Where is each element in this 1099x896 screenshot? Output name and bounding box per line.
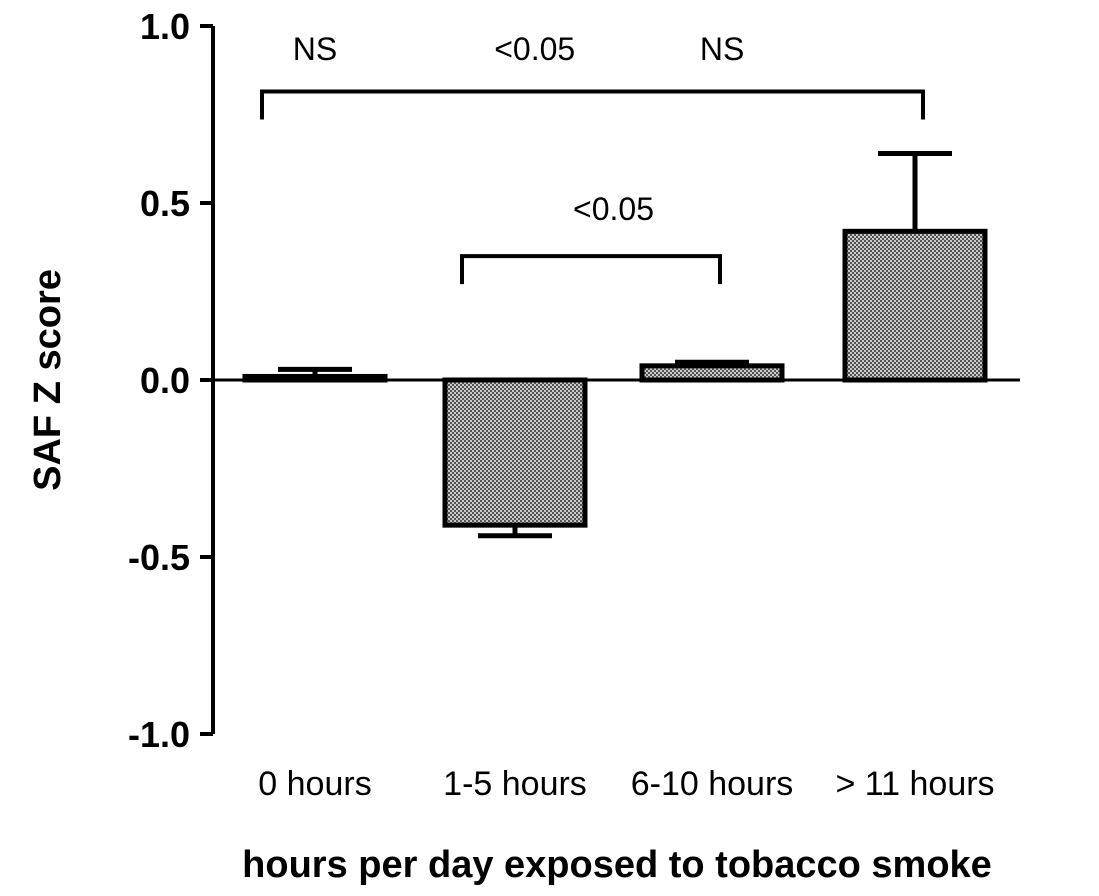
y-tick-label: 0.5 [140, 183, 190, 224]
y-axis-label: SAF Z score [27, 269, 69, 491]
bar [842, 228, 988, 383]
category-label: > 11 hours [835, 765, 994, 803]
significance-label: <0.05 [494, 31, 575, 67]
bar [242, 373, 388, 383]
x-axis-label: hours per day exposed to tobacco smoke [242, 844, 992, 886]
bar [442, 377, 588, 528]
significance-bracket [260, 89, 925, 120]
category-label: 1-5 hours [443, 765, 587, 803]
y-tick-label: -1.0 [128, 714, 190, 755]
significance-label: <0.05 [573, 191, 654, 227]
significance-bracket [460, 254, 722, 285]
bar [639, 363, 785, 383]
y-tick-label: -0.5 [128, 537, 190, 578]
y-tick-label: 1.0 [140, 6, 190, 47]
category-label: 0 hours [258, 765, 371, 803]
significance-label: NS [700, 31, 744, 67]
y-tick-label: 0.0 [140, 360, 190, 401]
category-label: 6-10 hours [631, 765, 794, 803]
significance-label: NS [293, 31, 337, 67]
